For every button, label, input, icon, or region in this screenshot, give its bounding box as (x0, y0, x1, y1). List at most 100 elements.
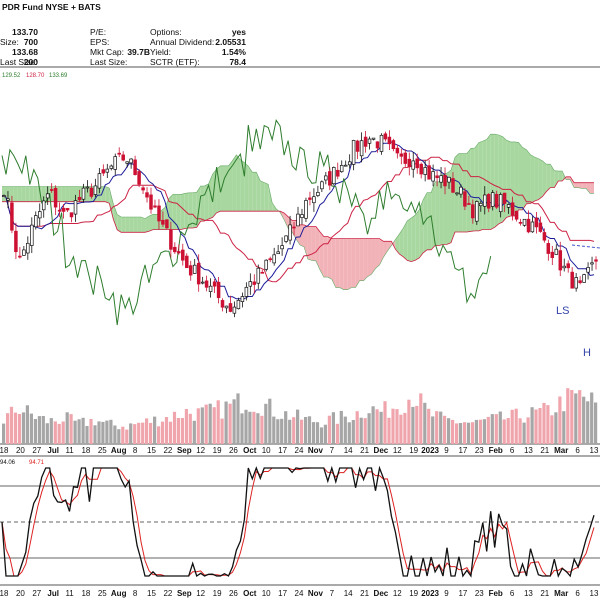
cloud-segment (359, 238, 364, 281)
volume-bar (157, 426, 161, 444)
cloud-segment (514, 141, 519, 217)
volume-bar (276, 419, 280, 444)
cloud-segment (25, 186, 30, 202)
cloud-segment (494, 134, 499, 228)
volume-bar (188, 413, 192, 444)
cloud-segment (137, 217, 142, 233)
candle-body (53, 187, 58, 208)
candle-body (65, 208, 70, 211)
cloud-segment (188, 192, 193, 228)
volume-bar (272, 416, 276, 444)
cloud-segment (133, 217, 138, 233)
candle-body (137, 171, 141, 185)
cloud-segment (113, 203, 118, 230)
candle-body (73, 200, 78, 215)
cloud-segment (431, 181, 436, 250)
x-tick-label: Mar (554, 446, 568, 455)
x-tick-label: 26 (229, 446, 238, 455)
x-tick-label: Dec (374, 446, 389, 455)
x-tick-label: 12 (196, 446, 205, 455)
candle-body (220, 300, 225, 308)
x-tick-label: 17 (278, 446, 287, 455)
cloud-segment (506, 140, 511, 218)
volume-bar (546, 405, 550, 444)
volume-bar (526, 417, 530, 444)
volume-bar (49, 418, 53, 444)
candle-body (522, 218, 527, 226)
volume-bar (256, 413, 260, 444)
volume-bar (204, 404, 208, 444)
volume-bar (327, 415, 331, 444)
x-tick-label: 12 (196, 589, 205, 598)
x-tick-label: 11 (65, 589, 74, 598)
header-mktcap-value: 39.7B (127, 47, 150, 57)
volume-bar (192, 420, 196, 444)
pattern-label-h: H (583, 347, 591, 359)
cloud-segment (439, 173, 444, 246)
x-tick-label: Jul (47, 589, 59, 598)
candle-body (85, 186, 90, 189)
candle-body (300, 214, 304, 218)
header-dividend-label: Annual Dividend: (150, 37, 215, 47)
candle-body (435, 175, 439, 179)
candle-body (467, 203, 471, 205)
candle-body (113, 156, 117, 170)
volume-bar (41, 416, 45, 444)
cloud-segment (574, 182, 579, 188)
cloud-segment (284, 212, 289, 229)
cloud-segment (69, 186, 74, 202)
cloud-segment (244, 162, 249, 212)
candle-body (252, 281, 257, 285)
volume-bar (9, 406, 14, 444)
volume-bar (268, 398, 272, 444)
cloud-segment (212, 169, 217, 218)
volume-bar (335, 423, 339, 444)
cloud-segment (387, 241, 392, 252)
cloud-segment (435, 181, 440, 246)
x-tick-label: Dec (374, 589, 389, 598)
cloud-segment (129, 217, 134, 233)
volume-bar (149, 422, 153, 444)
candle-body (363, 136, 368, 147)
header-pe-label: P/E: (90, 27, 107, 37)
candle-body (121, 154, 125, 161)
cloud-segment (256, 172, 261, 212)
cloud-segment (101, 186, 106, 202)
candle-body (554, 248, 559, 255)
x-tick-label: 22 (163, 589, 172, 598)
candle-body (165, 219, 169, 229)
header-last-size-label: Last Size: (0, 57, 38, 67)
stoch-legend-k: 94.06 (0, 460, 16, 466)
volume-bar (379, 411, 383, 444)
cloud-segment (57, 186, 62, 202)
header-options-label: Options: (150, 27, 182, 37)
volume-bar (562, 411, 566, 444)
candle-body (371, 137, 376, 140)
volume-bar (85, 426, 89, 444)
volume-bar (176, 418, 180, 444)
x-tick-label: 25 (98, 589, 107, 598)
volume-bar (264, 403, 268, 444)
candle-body (316, 192, 320, 196)
candle-body (379, 134, 384, 152)
x-tick-label: 7 (330, 446, 335, 455)
cloud-segment (518, 142, 523, 210)
candle-body (534, 217, 539, 228)
candle-body (312, 196, 316, 204)
cloud-segment (578, 182, 583, 189)
candle-body (38, 211, 42, 219)
volume-bar (300, 419, 304, 444)
x-tick-label: 15 (147, 589, 156, 598)
x-tick-label: 18 (81, 589, 90, 598)
x-tick-label: 13 (590, 446, 599, 455)
candle-body (34, 215, 38, 228)
x-tick-label: Jul (47, 446, 59, 455)
x-tick-label: 19 (409, 589, 418, 598)
cloud-segment (526, 149, 531, 204)
volume-bar (105, 420, 109, 444)
x-tick-label: 18 (0, 446, 9, 455)
volume-bar (101, 421, 105, 444)
volume-bar (498, 411, 502, 444)
cloud-segment (399, 228, 404, 257)
